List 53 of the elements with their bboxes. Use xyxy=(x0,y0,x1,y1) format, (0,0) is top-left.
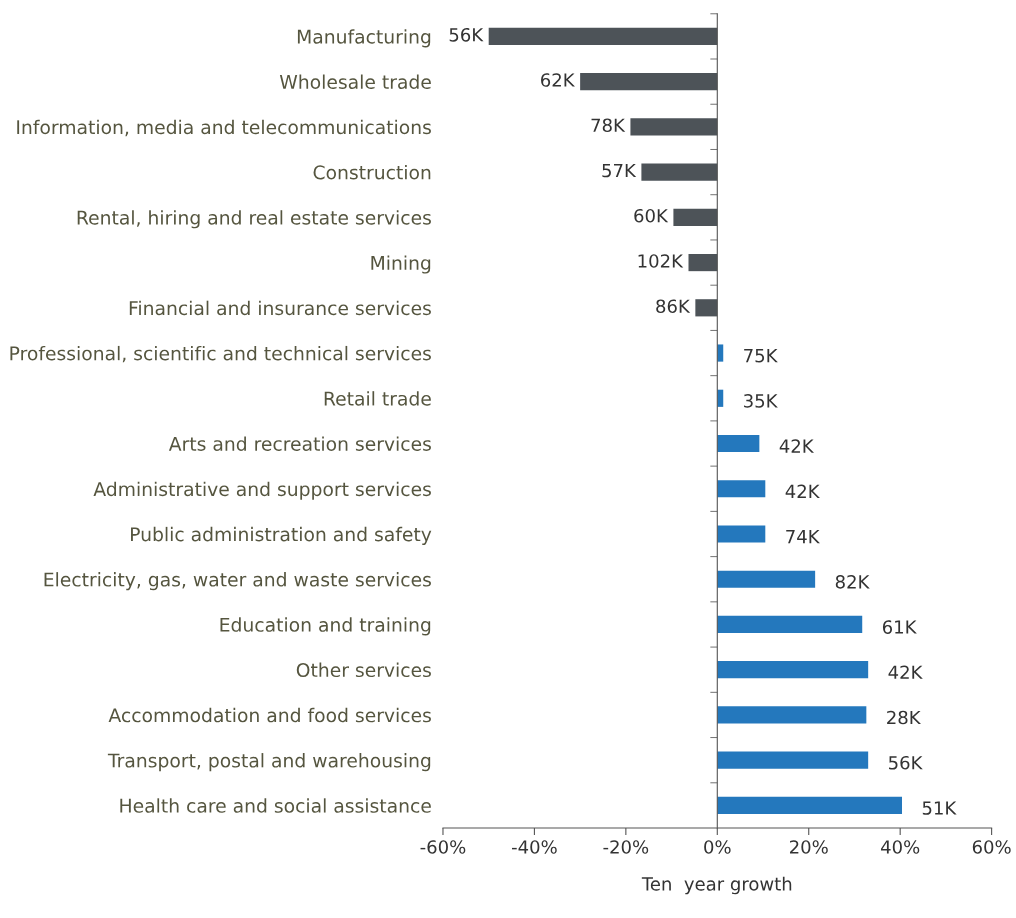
x-tick-label: 60% xyxy=(972,840,1011,854)
x-axis-title: Ten year growth xyxy=(641,876,792,895)
bar xyxy=(717,796,902,815)
y-tick-label: Manufacturing xyxy=(297,29,431,48)
annotation: 60K xyxy=(634,208,669,223)
bar xyxy=(717,525,766,543)
y-tick-label: Education and training xyxy=(220,617,431,636)
y-tick-label: Financial and insurance services xyxy=(129,300,431,316)
annotation: 62K xyxy=(541,73,575,87)
annotation: 102K xyxy=(638,254,684,268)
x-tick-label: 0% xyxy=(704,840,731,854)
annotation: 75K xyxy=(744,349,778,363)
y-tick-label: Retail trade xyxy=(324,391,431,406)
annotation: 56K xyxy=(889,755,923,770)
annotation: 42K xyxy=(785,484,820,498)
bar xyxy=(717,706,867,724)
x-tick-label: -20% xyxy=(603,840,649,854)
bar xyxy=(717,480,766,498)
y-tick-label: Rental, hiring and real estate services xyxy=(77,210,431,229)
y-tick-label: Arts and recreation services xyxy=(168,436,431,451)
annotation: 61K xyxy=(882,620,917,634)
annotation: 42K xyxy=(888,665,923,679)
y-tick-label: Professional, scientific and technical services xyxy=(10,345,431,363)
x-tick-label: 40% xyxy=(880,840,920,854)
y-tick-label: Construction xyxy=(313,164,431,180)
annotation: 86K xyxy=(656,299,691,314)
y-tick-label: Administrative and support services xyxy=(93,481,431,500)
y-tick-label: Mining xyxy=(371,255,431,274)
y-tick-label: Accommodation and food services xyxy=(108,707,431,723)
annotation: 82K xyxy=(835,574,870,589)
x-tick-label: 20% xyxy=(789,840,828,854)
x-tick-label: -40% xyxy=(511,840,557,854)
annotation: 78K xyxy=(591,118,626,133)
bar xyxy=(717,434,760,453)
y-tick-label: Public administration and safety xyxy=(131,526,432,546)
bar xyxy=(717,661,869,679)
y-tick-label: Transport, postal and warehousing xyxy=(107,753,431,772)
bar xyxy=(717,570,816,588)
annotation: 35K xyxy=(744,394,778,408)
annotation: 74K xyxy=(786,529,820,544)
annotation: 28K xyxy=(887,710,921,725)
y-tick-label: Other services xyxy=(296,662,431,678)
annotation: 56K xyxy=(449,27,484,42)
y-tick-label: Electricity, gas, water and waste services xyxy=(44,572,431,591)
annotation: 51K xyxy=(922,801,957,815)
y-tick-label: Health care and social assistance xyxy=(120,798,431,813)
bar xyxy=(717,751,869,769)
bar xyxy=(717,615,863,634)
annotation: 42K xyxy=(779,439,814,453)
annotation: 57K xyxy=(602,163,637,178)
y-tick-label: Wholesale trade xyxy=(279,74,431,90)
x-tick-label: -60% xyxy=(420,840,466,854)
y-tick-label: Information, media and telecommunications xyxy=(17,119,431,137)
